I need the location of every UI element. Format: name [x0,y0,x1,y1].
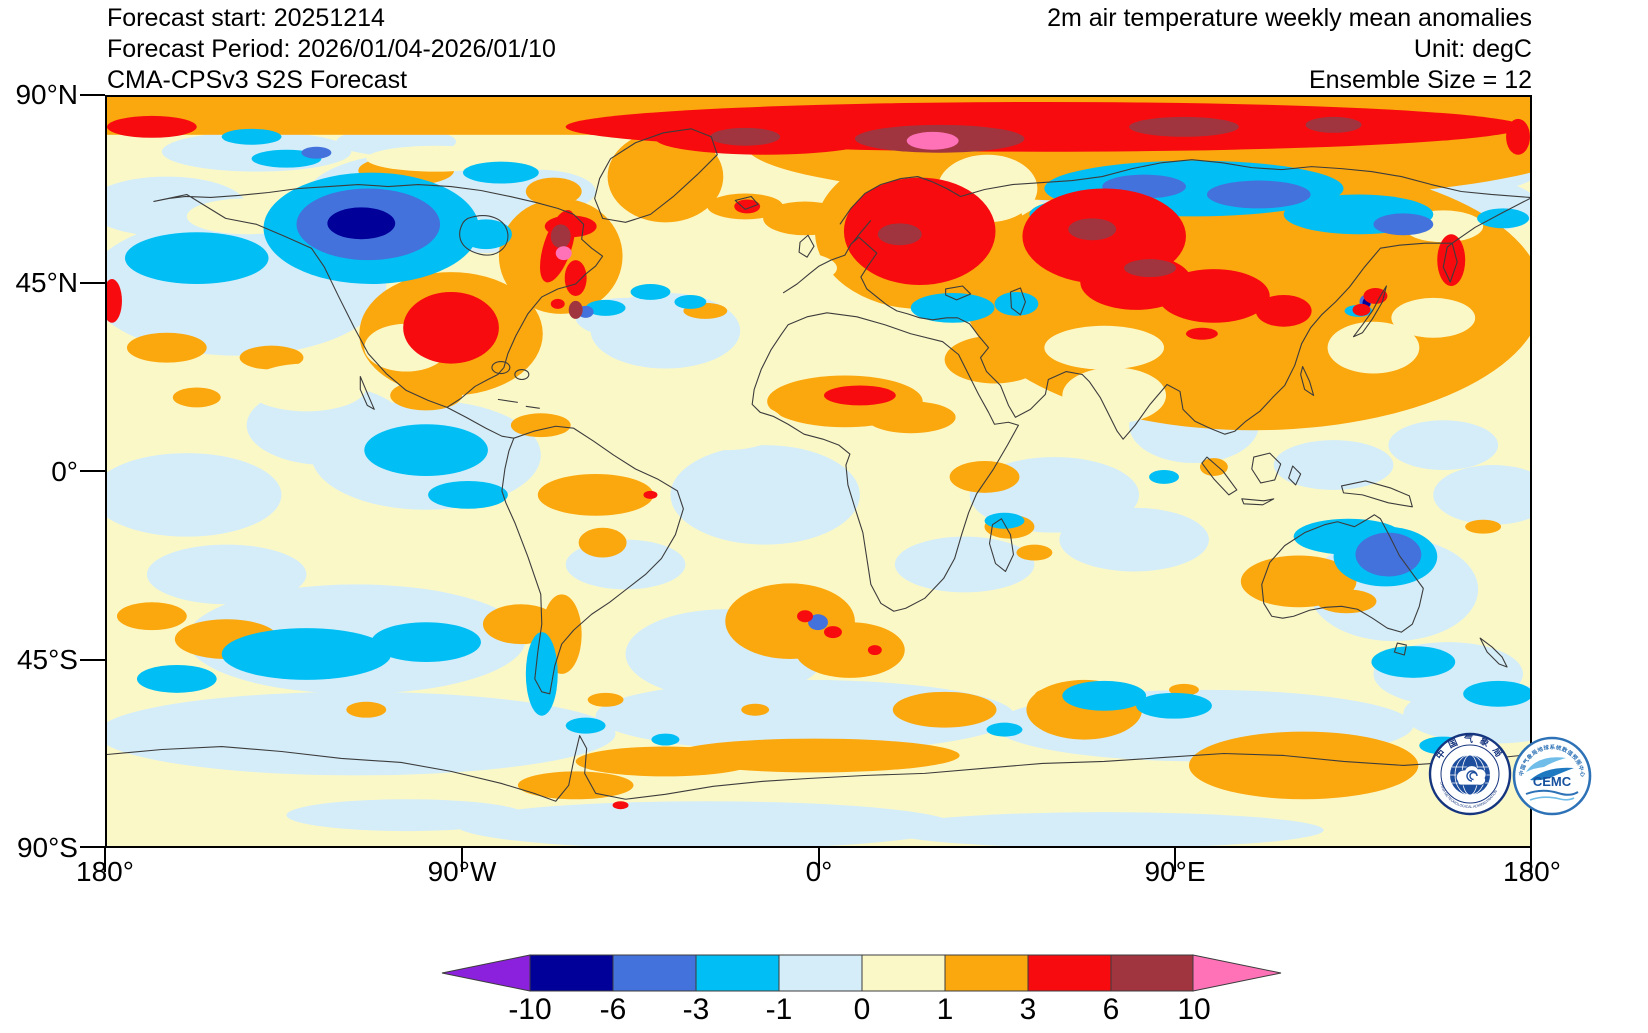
unit-text: Unit: degC [1413,35,1532,63]
header-right: 2m air temperature weekly mean anomalies… [1047,3,1532,96]
colorbar-tick: -6 [599,993,627,1026]
colorbar-seg-5 [861,954,946,992]
cma-logo: 中国气象局 CHINA METEOROLOGICAL ADMINISTRATIO… [1428,733,1512,816]
lon-tick [818,848,820,872]
colorbar [441,954,1282,992]
lon-tick [104,848,106,872]
colorbar-seg-3 [695,954,780,992]
lat-tick [80,659,105,661]
cemc-label-text: CEMC [1533,774,1572,789]
lat-tick [80,282,105,284]
anomaly-map-canvas [107,97,1530,846]
lon-label-90w: 90°W [427,856,497,887]
colorbar-seg-1 [529,954,614,992]
ensemble-size-text: Ensemble Size = 12 [1308,66,1532,94]
lon-tick [1530,848,1532,872]
lat-label-90n: 90°N [15,79,78,110]
lon-tick [461,848,463,872]
colorbar-tick: 10 [1177,993,1211,1026]
colorbar-tick: 0 [853,993,871,1026]
colorbar-seg-6 [944,954,1029,992]
colorbar-tick: 6 [1102,993,1120,1026]
forecast-start-text: Forecast start: 20251214 [107,4,385,32]
lat-tick [80,470,105,472]
lon-label-180e: 180° [1503,856,1561,887]
anomaly-map [105,95,1532,848]
lon-tick [1174,848,1176,872]
cemc-logo: 中国气象局地球系统数值预报中心 CEMC [1512,736,1592,816]
colorbar-arrow-left [441,954,531,992]
colorbar-tick: 1 [936,993,954,1026]
lon-label-90e: 90°E [1144,856,1206,887]
plot-title-text: 2m air temperature weekly mean anomalies [1047,4,1532,32]
anomaly-layer-darkred [550,116,1362,319]
colorbar-seg-2 [612,954,697,992]
lat-label-90s: 90°S [16,832,78,863]
lat-tick [80,94,105,96]
colorbar-arrow-right [1192,954,1282,992]
cemc-cloud-swoosh-icon [1526,757,1566,772]
lat-tick [80,846,105,848]
lat-label-0: 0° [51,456,78,487]
cma-cloud-icon [1456,765,1487,786]
colorbar-tick: -10 [508,993,552,1026]
header-left: Forecast start: 20251214 Forecast Period… [107,3,556,96]
forecast-period-text: Forecast Period: 2026/01/04-2026/01/10 [107,35,556,63]
coastlines [107,128,1530,802]
lon-label-0: 0° [805,856,833,887]
colorbar-seg-7 [1027,954,1112,992]
anomaly-layer-pink [555,131,959,261]
lat-label-45n: 45°N [15,267,78,298]
colorbar-seg-8 [1110,954,1194,992]
lat-label-45s: 45°S [16,644,78,675]
colorbar-tick: 3 [1019,993,1037,1026]
colorbar-tick: -1 [765,993,793,1026]
colorbar-seg-4 [778,954,863,992]
lon-label-180w: 180° [76,856,134,887]
model-name-text: CMA-CPSv3 S2S Forecast [107,66,408,94]
colorbar-tick: -3 [682,993,710,1026]
